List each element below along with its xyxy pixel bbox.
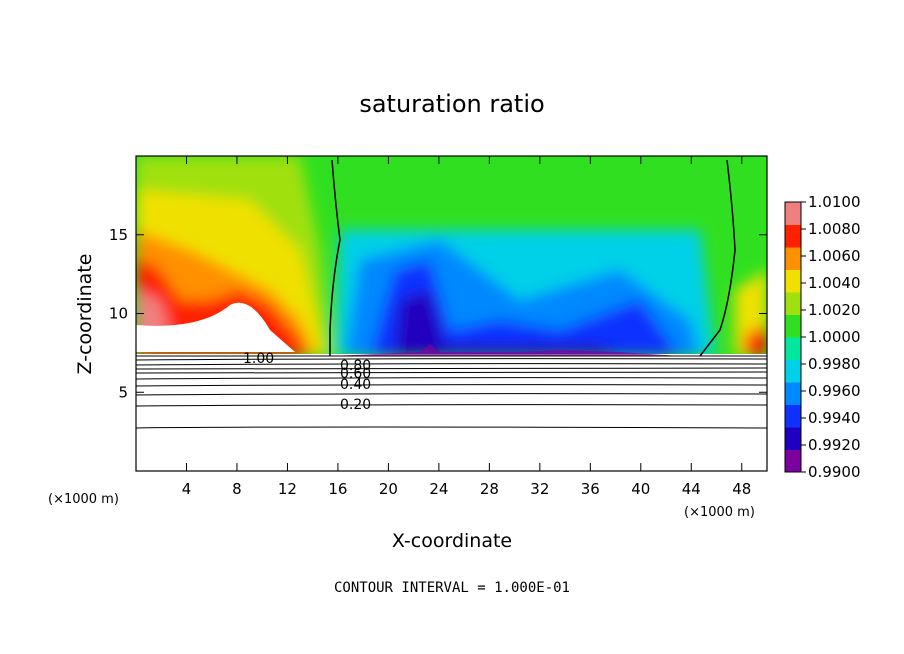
colorbar-tick-label: 0.9940: [808, 409, 861, 427]
colorbar-swatch: [785, 427, 801, 450]
colorbar-swatch: [785, 404, 801, 428]
contour-line: [136, 371, 767, 374]
contour-label-1.00: 1.00: [243, 351, 274, 367]
y-axis-label: Z-coordinate: [74, 254, 96, 375]
y-axis-ticks: 5 10 15: [109, 226, 767, 401]
colorbar-swatch: [785, 314, 801, 338]
x-tick-label: 40: [631, 480, 650, 498]
contour-line: [136, 363, 767, 366]
red-region-right: [745, 325, 767, 356]
x-tick-label: 36: [581, 480, 600, 498]
navy-region-middle: [395, 290, 620, 356]
colorbar-tick-label: 1.0040: [808, 274, 861, 292]
colorbar-swatch: [785, 247, 801, 270]
contour-line: [136, 377, 767, 380]
colorbar-swatch: [785, 292, 801, 315]
field-blobs: [136, 156, 767, 356]
contour-label-0.60: 0.60: [340, 366, 371, 382]
x-tick-label: 28: [480, 480, 499, 498]
x-tick-label: 8: [232, 480, 242, 498]
contour-line: [136, 426, 767, 429]
y-tick-label: 5: [118, 383, 128, 401]
x-unit-label-left: (×1000 m): [48, 492, 119, 507]
deep-blue-region-middle: [370, 260, 680, 356]
contour-line: [136, 384, 767, 387]
x-tick-label: 32: [530, 480, 549, 498]
colorbar-swatch: [785, 449, 801, 473]
saturated-boundary: [136, 302, 295, 352]
colorbar-tick-label: 1.0020: [808, 301, 861, 319]
x-tick-label: 44: [682, 480, 701, 498]
y-tick-label: 10: [109, 305, 128, 323]
purple-fringe: [330, 344, 680, 356]
colorbar-swatch: [785, 382, 801, 405]
unsaturated-contours: [136, 355, 767, 429]
contour-line: [136, 367, 767, 370]
colorbar-swatch: [785, 359, 801, 383]
colorbar-swatch: [785, 202, 801, 225]
colorbar-tick-label: 1.0080: [808, 220, 861, 238]
colorbar-tick-label: 1.0000: [808, 328, 861, 346]
contour-line: [136, 393, 767, 396]
colorbar-tick-label: 1.0060: [808, 247, 861, 265]
x-tick-label: 16: [328, 480, 347, 498]
contour-line: [136, 358, 767, 361]
x-tick-label: 20: [379, 480, 398, 498]
x-axis-label: X-coordinate: [392, 530, 512, 552]
x-tick-label: 48: [732, 480, 751, 498]
x-unit-label-right: (×1000 m): [684, 505, 755, 520]
x-tick-label: 4: [182, 480, 192, 498]
chart-title: saturation ratio: [359, 90, 544, 118]
colorbar-tick-label: 0.9960: [808, 382, 861, 400]
contour-1.00-left: [329, 159, 341, 356]
contour-line: [136, 404, 767, 407]
colorbar-swatch: [785, 337, 801, 360]
colorbar-tick-label: 1.0100: [808, 193, 861, 211]
contour-1.00-right: [699, 159, 736, 357]
contour-label-0.40: 0.40: [340, 377, 371, 393]
colorbar-tick-label: 0.9900: [808, 463, 861, 481]
x-tick-label: 12: [278, 480, 297, 498]
unsaturated-layer: [136, 354, 767, 471]
contour-labels: 1.00 0.80 0.60 0.40 0.20: [243, 351, 371, 413]
x-axis-ticks: 4 8 12 16 20 24 28 32 36 40 44 48: [182, 156, 751, 498]
x-tick-label: 24: [429, 480, 448, 498]
contour-label-0.20: 0.20: [340, 397, 371, 413]
heatmap-field: [136, 156, 767, 471]
colorbar-swatch: [785, 224, 801, 248]
colorbar-swatch: [785, 269, 801, 293]
colorbar: 0.9900 0.9920 0.9940 0.9960 0.9980 1.0000 1.00…: [784, 193, 861, 481]
contour-label-0.80: 0.80: [340, 358, 371, 374]
contour-interval-note: CONTOUR INTERVAL = 1.000E-01: [334, 580, 570, 596]
y-tick-label: 15: [109, 226, 128, 244]
colorbar-tick-label: 0.9920: [808, 436, 861, 454]
colorbar-tick-label: 0.9980: [808, 355, 861, 373]
